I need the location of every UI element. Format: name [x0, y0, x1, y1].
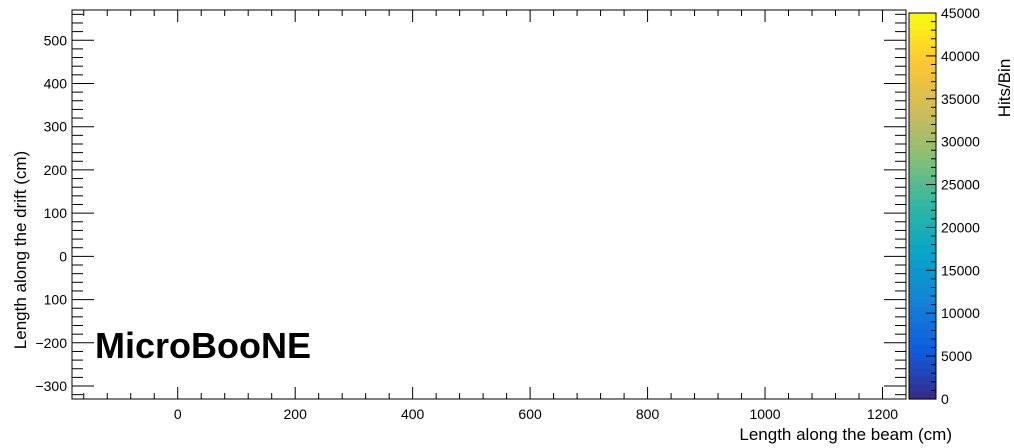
heatmap-chart: 0 200 400 600 800 1000 1200−300−20010001002003… — [11, 5, 1014, 444]
